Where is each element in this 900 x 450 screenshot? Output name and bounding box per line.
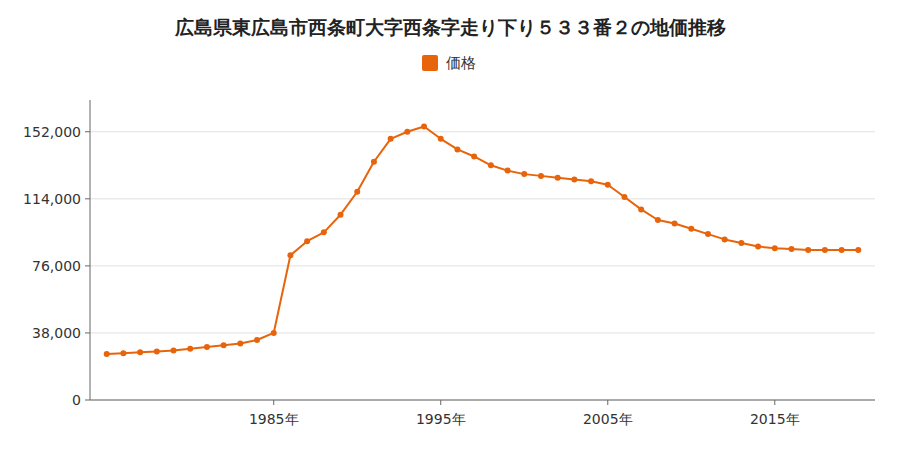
x-tick [774, 400, 775, 405]
point [822, 247, 828, 253]
series-line [107, 126, 859, 354]
point [221, 342, 227, 348]
point [254, 337, 260, 343]
point [388, 136, 394, 142]
point [788, 246, 794, 252]
y-grid [90, 132, 875, 400]
grid-line [90, 332, 875, 333]
axes: 0 38,000 76,000 114,000 152,000 1985年 1995年 200… [23, 100, 875, 427]
x-tick [440, 400, 441, 405]
point [271, 330, 277, 336]
point [638, 206, 644, 212]
y-tick-label: 152,000 [23, 124, 81, 140]
point [137, 349, 143, 355]
grid-line [90, 198, 875, 199]
point [588, 178, 594, 184]
point [338, 212, 344, 218]
legend-swatch [422, 55, 438, 71]
point [605, 182, 611, 188]
point [287, 252, 293, 258]
x-tick-label: 2015年 [750, 411, 800, 427]
point [120, 350, 126, 356]
y-tick [85, 198, 90, 199]
y-tick [85, 131, 90, 132]
point [171, 348, 177, 354]
background [0, 0, 900, 450]
title: 広島県東広島市西条町大字西条字走り下り５３３番２の地価推移 [174, 16, 726, 38]
legend-label: 価格 [446, 54, 476, 72]
point [672, 221, 678, 227]
y-tick [85, 400, 90, 401]
marks [104, 123, 862, 357]
y-tick-label: 38,000 [32, 325, 81, 341]
point [438, 136, 444, 142]
point [471, 153, 477, 159]
point [839, 247, 845, 253]
point [304, 238, 310, 244]
point [154, 348, 160, 354]
y-tick-label: 114,000 [23, 191, 81, 207]
point [237, 341, 243, 347]
point [655, 217, 661, 223]
grid-line [90, 131, 875, 132]
point [705, 231, 711, 237]
x-tick [607, 400, 608, 405]
point [688, 226, 694, 232]
x-tick-label: 2005年 [583, 411, 633, 427]
point [104, 351, 110, 357]
point [521, 171, 527, 177]
grid-line [90, 265, 875, 266]
point [571, 176, 577, 182]
y-tick-label: 0 [72, 392, 81, 408]
point [738, 240, 744, 246]
x-tick-label: 1985年 [249, 411, 299, 427]
point [555, 175, 561, 181]
grid-line [90, 400, 875, 401]
x-tick-label: 1995年 [416, 411, 466, 427]
x-tick [273, 400, 274, 405]
point [354, 189, 360, 195]
point [755, 243, 761, 249]
point [404, 129, 410, 135]
point [722, 236, 728, 242]
chart-svg: 広島県東広島市西条町大字西条字走り下り５３３番２の地価推移 0 38,000 76,0… [0, 0, 900, 450]
point [454, 146, 460, 152]
point [421, 123, 427, 129]
x-axis-line [90, 400, 875, 401]
point [538, 173, 544, 179]
y-tick-label: 76,000 [32, 258, 81, 274]
point [855, 247, 861, 253]
chart-container: 広島県東広島市西条町大字西条字走り下り５３３番２の地価推移 0 38,000 76,0… [0, 0, 900, 450]
point [187, 346, 193, 352]
y-tick [85, 332, 90, 333]
point [621, 194, 627, 200]
point [805, 247, 811, 253]
point [488, 162, 494, 168]
point [371, 159, 377, 165]
point [772, 245, 778, 251]
point [505, 168, 511, 174]
y-axis-line [90, 100, 91, 400]
legend: 価格 [422, 54, 476, 72]
point [321, 229, 327, 235]
point [204, 344, 210, 350]
y-tick [85, 265, 90, 266]
